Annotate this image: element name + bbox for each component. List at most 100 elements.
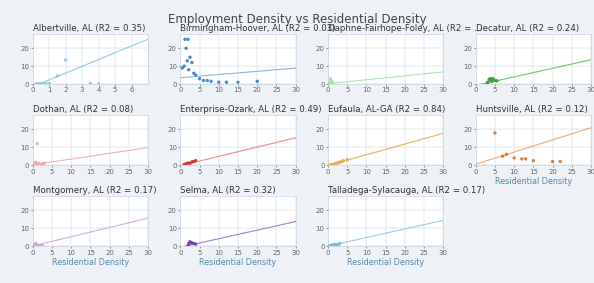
Point: [529, 158, 538, 163]
Point: [30, 162, 39, 166]
Point: [327, 79, 337, 83]
Point: [31, 82, 41, 86]
Point: [198, 78, 208, 83]
Point: [195, 76, 204, 81]
Point: [184, 243, 193, 248]
Text: Albertville, AL (R2 = 0.35): Albertville, AL (R2 = 0.35): [33, 24, 145, 33]
Point: [191, 158, 200, 163]
Point: [555, 159, 565, 164]
Point: [324, 244, 334, 248]
Point: [337, 159, 346, 164]
Point: [326, 78, 336, 83]
Point: [36, 243, 45, 248]
Point: [189, 71, 198, 76]
Point: [331, 242, 340, 247]
Point: [34, 161, 43, 166]
Point: [29, 162, 38, 167]
Point: [36, 162, 45, 166]
Point: [548, 159, 557, 164]
Point: [326, 76, 335, 81]
Point: [329, 162, 339, 166]
Point: [187, 240, 196, 245]
Point: [184, 241, 194, 246]
Point: [178, 66, 187, 70]
Point: [179, 64, 189, 68]
Text: Enterprise-Ozark, AL (R2 = 0.49): Enterprise-Ozark, AL (R2 = 0.49): [181, 105, 322, 114]
Point: [335, 160, 345, 165]
Point: [252, 79, 262, 83]
Point: [182, 59, 192, 63]
Text: Decatur, AL (R2 = 0.24): Decatur, AL (R2 = 0.24): [476, 24, 579, 33]
Point: [485, 76, 495, 81]
Point: [30, 161, 40, 166]
Point: [61, 58, 70, 62]
Point: [38, 82, 48, 86]
Point: [33, 243, 42, 248]
Text: Eufaula, AL-GA (R2 = 0.84): Eufaula, AL-GA (R2 = 0.84): [328, 105, 446, 114]
Point: [31, 243, 41, 247]
Point: [45, 82, 54, 86]
Point: [487, 79, 497, 83]
Point: [325, 80, 334, 85]
Point: [36, 82, 46, 86]
Point: [185, 161, 195, 166]
Point: [324, 81, 334, 85]
Point: [180, 37, 189, 42]
Point: [331, 161, 340, 166]
Point: [31, 162, 41, 166]
Point: [29, 162, 39, 167]
Point: [184, 67, 194, 72]
Point: [325, 163, 334, 167]
X-axis label: Residential Density: Residential Density: [495, 177, 572, 186]
Point: [34, 82, 44, 86]
Point: [33, 142, 42, 146]
Point: [187, 241, 197, 245]
Point: [206, 79, 216, 83]
Point: [484, 77, 494, 82]
Point: [41, 81, 50, 86]
Text: Dothan, AL (R2 = 0.08): Dothan, AL (R2 = 0.08): [33, 105, 133, 114]
Point: [324, 82, 333, 86]
Text: Daphne-Fairhope-Foley, AL (R2 = ...: Daphne-Fairhope-Foley, AL (R2 = ...: [328, 24, 482, 33]
Point: [203, 78, 212, 83]
Point: [214, 80, 223, 85]
Point: [33, 82, 42, 86]
Point: [181, 46, 191, 51]
Point: [328, 81, 337, 85]
Text: Selma, AL (R2 = 0.32): Selma, AL (R2 = 0.32): [181, 186, 276, 195]
Point: [187, 160, 197, 164]
Point: [521, 156, 530, 161]
Point: [327, 243, 337, 247]
Text: Montgomery, AL (R2 = 0.17): Montgomery, AL (R2 = 0.17): [33, 186, 156, 195]
Point: [482, 81, 492, 85]
Point: [39, 161, 49, 166]
Text: Talladega-Sylacauga, AL (R2 = 0.17): Talladega-Sylacauga, AL (R2 = 0.17): [328, 186, 485, 195]
Point: [34, 243, 43, 248]
Point: [339, 158, 348, 163]
Point: [184, 37, 193, 42]
Point: [502, 152, 511, 157]
Point: [233, 80, 243, 85]
Point: [326, 243, 336, 248]
Point: [517, 156, 526, 161]
Point: [187, 60, 197, 65]
Point: [510, 156, 519, 160]
Text: Employment Density vs Residential Density: Employment Density vs Residential Densit…: [168, 13, 426, 26]
Point: [325, 81, 334, 85]
Point: [181, 161, 191, 166]
Point: [31, 160, 40, 165]
X-axis label: Residential Density: Residential Density: [52, 258, 129, 267]
Point: [333, 161, 342, 165]
Point: [486, 77, 496, 82]
X-axis label: Residential Density: Residential Density: [200, 258, 277, 267]
Point: [189, 159, 198, 164]
Point: [325, 244, 334, 248]
Point: [53, 74, 62, 78]
Point: [31, 243, 40, 247]
Point: [335, 241, 345, 246]
Point: [86, 81, 95, 86]
Point: [343, 157, 352, 162]
Point: [29, 244, 38, 248]
Point: [191, 242, 200, 246]
Point: [179, 162, 189, 167]
